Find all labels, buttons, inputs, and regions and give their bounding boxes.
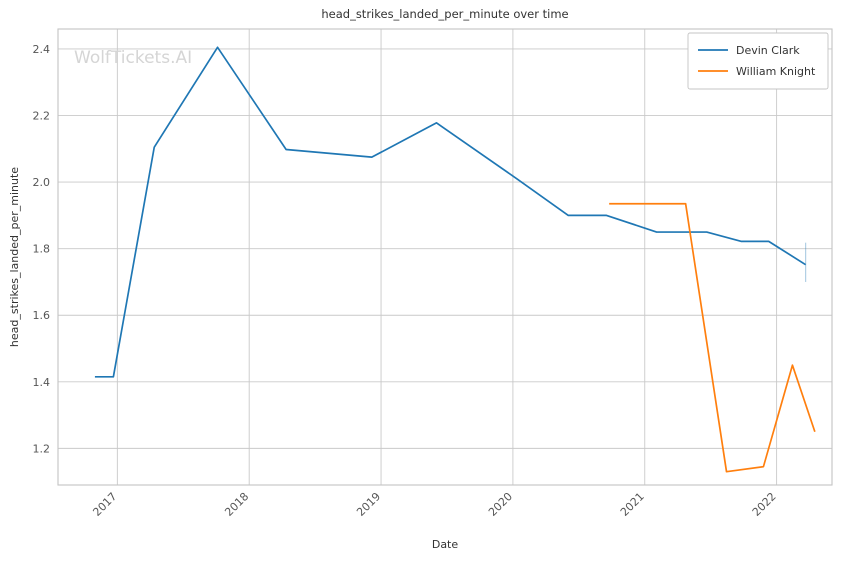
y-tick-label: 1.4 [33, 376, 51, 389]
y-tick-label: 2.4 [33, 43, 51, 56]
y-tick-label: 1.6 [33, 309, 51, 322]
x-tick-label: 2020 [486, 490, 515, 519]
x-tick-label: 2019 [354, 490, 383, 519]
y-axis-tick-labels: 1.2 1.4 1.6 1.8 2.0 2.2 2.4 [33, 43, 51, 455]
x-tick-label: 2022 [750, 490, 779, 519]
legend-label-1[interactable]: William Knight [736, 65, 816, 78]
y-tick-label: 1.2 [33, 442, 51, 455]
watermark-label: WolfTickets.AI [74, 48, 192, 68]
grid-layer [58, 29, 832, 485]
x-tick-label: 2018 [222, 490, 251, 519]
plot-area-border [57, 28, 833, 486]
y-tick-label: 2.2 [33, 110, 51, 123]
x-tick-label: 2017 [90, 490, 119, 519]
series-layer [94, 46, 816, 473]
legend-label-0[interactable]: Devin Clark [736, 44, 800, 57]
y-axis-label: head_strikes_landed_per_minute [8, 167, 21, 347]
y-tick-label: 2.0 [33, 176, 51, 189]
x-axis-label: Date [432, 538, 459, 551]
series-line-0 [94, 46, 807, 378]
x-axis-tick-labels: 2017 2018 2019 2020 2021 2022 [90, 490, 778, 519]
legend-background [687, 32, 829, 90]
chart-legend[interactable]: Devin Clark William Knight [687, 32, 829, 90]
y-tick-label: 1.8 [33, 243, 51, 256]
series-line-1 [609, 202, 816, 473]
x-tick-label: 2021 [618, 490, 647, 519]
chart-title: head_strikes_landed_per_minute over time [321, 7, 568, 21]
